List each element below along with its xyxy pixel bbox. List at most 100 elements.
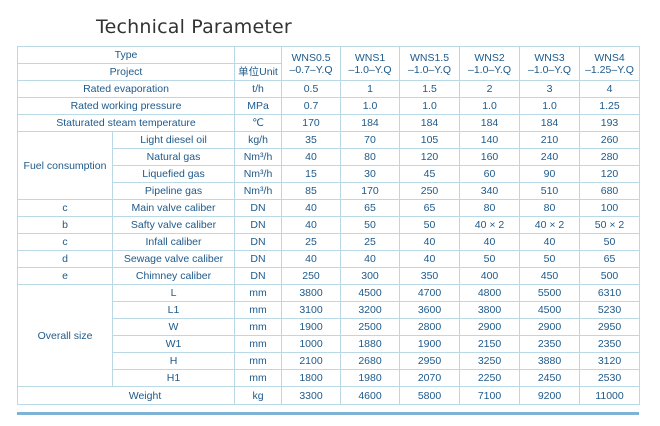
- cell: 4700: [399, 284, 461, 302]
- model-spec: –0.7–Y.Q: [289, 63, 333, 76]
- cell: 5500: [519, 284, 581, 302]
- row-unit: DN: [234, 267, 283, 285]
- cell: 9200: [519, 386, 581, 405]
- caliber-label: Infall caliber: [111, 233, 236, 251]
- cell: 2530: [579, 369, 641, 387]
- cell: 3880: [519, 352, 581, 370]
- cell: 2350: [519, 335, 581, 353]
- caliber-key: c: [17, 233, 113, 251]
- model-name: WNS0.5: [291, 51, 331, 64]
- cell: 7100: [459, 386, 521, 405]
- row-unit: kg/h: [234, 131, 283, 149]
- cell: 3800: [281, 284, 342, 302]
- cell: 280: [579, 148, 641, 166]
- row-unit: mm: [234, 301, 283, 319]
- cell: 50: [519, 250, 581, 268]
- fuel-label: Light diesel oil: [111, 131, 236, 149]
- model-header: WNS2 –1.0–Y.Q: [459, 46, 521, 81]
- cell: 4800: [459, 284, 521, 302]
- row-unit: Nm³/h: [234, 165, 283, 183]
- row-unit: DN: [234, 233, 283, 251]
- cell: 2250: [459, 369, 521, 387]
- model-name: WNS3: [534, 51, 565, 64]
- cell: 2500: [340, 318, 401, 336]
- cell: 15: [281, 165, 342, 183]
- caliber-key: d: [17, 250, 113, 268]
- cell: 300: [340, 267, 401, 285]
- cell: 1900: [281, 318, 342, 336]
- model-header: WNS3 –1.0–Y.Q: [519, 46, 581, 81]
- header-unit-blank: [234, 46, 283, 64]
- cell: 3: [519, 80, 581, 98]
- row-unit: ℃: [234, 114, 283, 132]
- cell: 1980: [340, 369, 401, 387]
- cell: 500: [579, 267, 641, 285]
- row-unit: DN: [234, 216, 283, 234]
- row-unit: mm: [234, 318, 283, 336]
- cell: 105: [399, 131, 461, 149]
- cell: 4600: [340, 386, 401, 405]
- cell: 1.0: [459, 97, 521, 115]
- cell: 3200: [340, 301, 401, 319]
- cell: 1.25: [579, 97, 641, 115]
- cell: 80: [459, 199, 521, 217]
- cell: 11000: [579, 386, 641, 405]
- cell: 65: [579, 250, 641, 268]
- cell: 170: [281, 114, 342, 132]
- row-unit: Nm³/h: [234, 148, 283, 166]
- dimension-label: W: [111, 318, 236, 336]
- dimension-label: H1: [111, 369, 236, 387]
- cell: 340: [459, 182, 521, 200]
- cell: 85: [281, 182, 342, 200]
- cell: 65: [399, 199, 461, 217]
- cell: 35: [281, 131, 342, 149]
- cell: 3250: [459, 352, 521, 370]
- cell: 2900: [459, 318, 521, 336]
- dimension-label: H: [111, 352, 236, 370]
- cell: 25: [340, 233, 401, 251]
- cell: 40: [281, 216, 342, 234]
- caliber-label: Main valve caliber: [111, 199, 236, 217]
- row-unit: DN: [234, 199, 283, 217]
- cell: 40: [519, 233, 581, 251]
- cell: 3800: [459, 301, 521, 319]
- model-name: WNS1: [354, 51, 386, 64]
- cell: 50: [579, 233, 641, 251]
- cell: 40: [281, 250, 342, 268]
- fuel-label: Natural gas: [111, 148, 236, 166]
- cell: 1000: [281, 335, 342, 353]
- model-name: WNS2: [474, 51, 505, 64]
- cell: 2070: [399, 369, 461, 387]
- cell: 3100: [281, 301, 342, 319]
- row-unit: mm: [234, 352, 283, 370]
- model-spec: –1.0–Y.Q: [348, 63, 392, 76]
- model-header: WNS0.5 –0.7–Y.Q: [281, 46, 342, 81]
- model-spec: –1.0–Y.Q: [408, 63, 452, 76]
- cell: 40: [281, 199, 342, 217]
- cell: 65: [340, 199, 401, 217]
- cell: 250: [281, 267, 342, 285]
- cell: 160: [459, 148, 521, 166]
- cell: 0.5: [281, 80, 342, 98]
- cell: 1.0: [399, 97, 461, 115]
- row-label: Staturated steam temperature: [16, 114, 236, 132]
- cell: 80: [340, 148, 401, 166]
- cell: 2900: [519, 318, 581, 336]
- cell: 4500: [340, 284, 401, 302]
- cell: 120: [399, 148, 461, 166]
- cell: 3600: [399, 301, 461, 319]
- cell: 40: [459, 233, 521, 251]
- cell: 2800: [399, 318, 461, 336]
- cell: 510: [519, 182, 581, 200]
- cell: 50: [459, 250, 521, 268]
- cell: 240: [519, 148, 581, 166]
- cell: 184: [459, 114, 521, 132]
- overall-group-label: Overall size: [17, 284, 113, 387]
- model-header: WNS1.5 –1.0–Y.Q: [399, 46, 461, 81]
- cell: 60: [459, 165, 521, 183]
- cell: 250: [399, 182, 461, 200]
- cell: 40: [340, 250, 401, 268]
- cell: 45: [399, 165, 461, 183]
- model-spec: –1.0–Y.Q: [528, 63, 572, 76]
- cell: 184: [399, 114, 461, 132]
